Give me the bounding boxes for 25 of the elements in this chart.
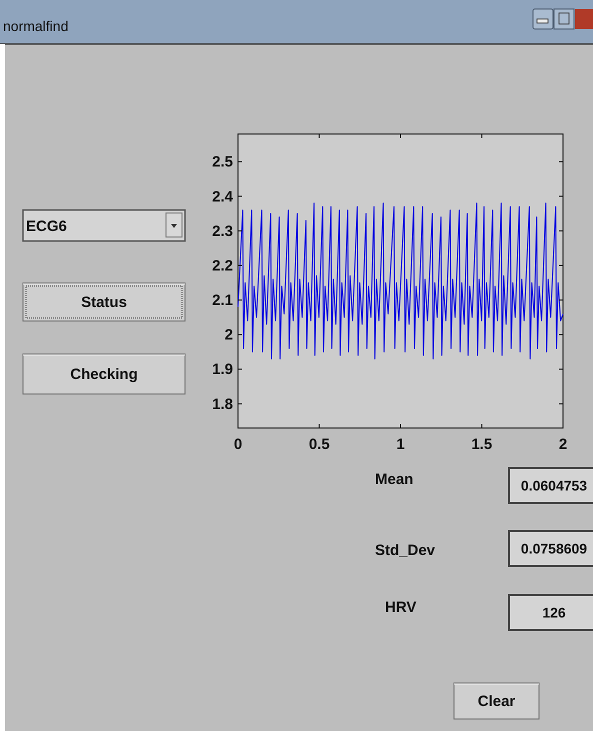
x-tick-label: 1 <box>396 436 405 453</box>
line-series <box>238 202 564 360</box>
y-tick-label: 2.1 <box>212 292 233 310</box>
y-tick-label: 2.3 <box>212 222 233 240</box>
text: 0.0604753 <box>520 478 588 494</box>
text: Checking <box>70 366 138 383</box>
text: Status <box>81 294 127 311</box>
text: normalfind <box>3 18 68 34</box>
y-tick-label: 2.4 <box>212 188 234 206</box>
text: HRV <box>385 599 416 616</box>
text: 0.0758609 <box>520 540 588 556</box>
x-tick-label: 2 <box>558 436 568 453</box>
x-tick-label: 0 <box>234 436 242 453</box>
text: Std_Dev <box>375 542 436 559</box>
text: ECG6 <box>26 218 67 235</box>
y-tick-label: 2.2 <box>212 257 233 274</box>
y-tick-label: 2 <box>224 326 233 344</box>
x-tick-label: 0.5 <box>308 436 330 453</box>
x-tick-label: 1.5 <box>471 436 492 453</box>
y-tick-label: 1.8 <box>212 396 233 413</box>
text: 126 <box>542 604 566 620</box>
text: Clear <box>478 693 516 710</box>
y-tick-label: 2.5 <box>212 154 233 171</box>
y-tick-label: 1.9 <box>212 361 233 378</box>
text: Mean <box>375 471 414 488</box>
